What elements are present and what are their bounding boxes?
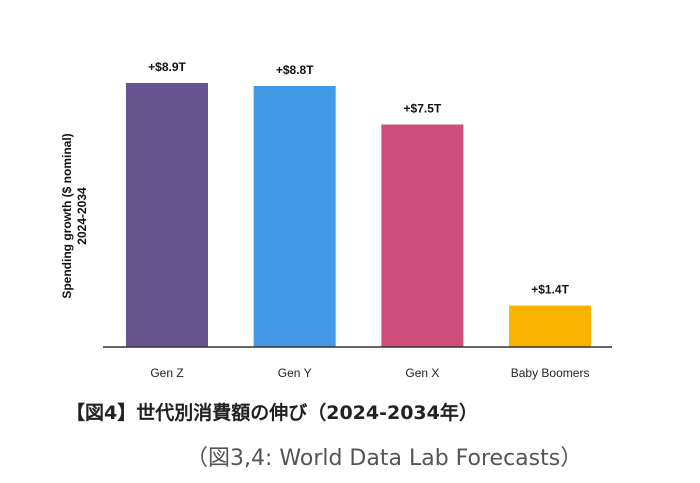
figure-caption-source: （図3,4: World Data Lab Forecasts） [186, 446, 583, 471]
bars-layer [126, 83, 592, 347]
value-label: +$7.5T [404, 102, 442, 116]
figure-caption-title: 【図4】世代別消費額の伸び（2024-2034年） [66, 402, 478, 424]
value-labels-layer: +$8.9T +$8.8T +$7.5T +$1.4T [148, 60, 569, 297]
bar-gen-y [253, 86, 336, 347]
bar-gen-x [381, 124, 464, 347]
value-label: +$1.4T [531, 283, 569, 297]
x-tick-label: Gen Z [150, 366, 183, 380]
bar-chart: +$8.9T +$8.8T +$7.5T +$1.4T Gen Z Gen Y Gen X… [60, 60, 612, 380]
bar-baby-boomers [509, 305, 592, 347]
y-axis-label-line2: 2024-2034 [75, 187, 89, 245]
x-tick-label: Gen X [405, 366, 439, 380]
bar-gen-z [126, 83, 208, 347]
y-axis-label-line1: Spending growth ($ nominal) [60, 133, 74, 298]
x-tick-labels-layer: Gen Z Gen Y Gen X Baby Boomers [150, 366, 589, 380]
x-tick-label: Gen Y [278, 366, 312, 380]
x-tick-label: Baby Boomers [511, 366, 590, 380]
value-label: +$8.9T [148, 60, 186, 74]
value-label: +$8.8T [276, 63, 314, 77]
